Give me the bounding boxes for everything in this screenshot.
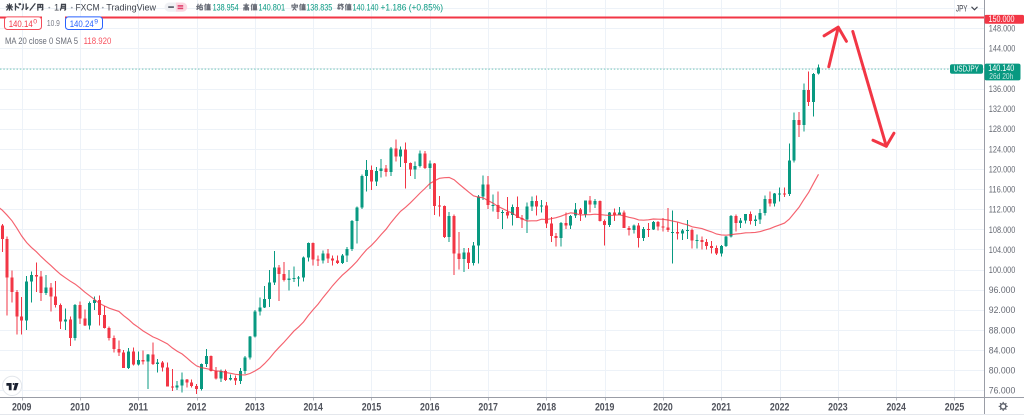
svg-text:2024: 2024 xyxy=(886,402,906,414)
svg-text:84.000: 84.000 xyxy=(989,346,1016,357)
svg-text:144.000: 144.000 xyxy=(989,44,1016,55)
svg-text:2022: 2022 xyxy=(770,402,790,414)
svg-text:10.9: 10.9 xyxy=(47,18,60,28)
svg-text:2013: 2013 xyxy=(245,402,265,414)
svg-text:2012: 2012 xyxy=(187,402,207,414)
svg-text:1: 1 xyxy=(54,3,59,13)
svg-text:112.000: 112.000 xyxy=(989,205,1016,216)
svg-text:JPY: JPY xyxy=(956,3,968,13)
svg-text:MA 20 close 0 SMA 5: MA 20 close 0 SMA 5 xyxy=(5,36,78,46)
svg-text:132.000: 132.000 xyxy=(989,104,1016,115)
svg-text:138.954: 138.954 xyxy=(213,3,239,13)
svg-text:+1.186 (+0.85%): +1.186 (+0.85%) xyxy=(381,3,444,13)
svg-text:120.000: 120.000 xyxy=(989,164,1016,175)
svg-text:80.000: 80.000 xyxy=(989,366,1016,377)
svg-text:2015: 2015 xyxy=(362,402,382,414)
svg-text:128.000: 128.000 xyxy=(989,124,1016,135)
svg-text:104.000: 104.000 xyxy=(989,245,1016,256)
svg-text:2021: 2021 xyxy=(712,402,732,414)
svg-text:92.000: 92.000 xyxy=(989,305,1016,316)
svg-text:2010: 2010 xyxy=(70,402,90,414)
svg-text:118.920: 118.920 xyxy=(84,36,112,46)
svg-text:FXCM: FXCM xyxy=(76,3,100,13)
svg-text:116.000: 116.000 xyxy=(989,185,1016,196)
svg-text:136.000: 136.000 xyxy=(989,84,1016,95)
svg-text:108.000: 108.000 xyxy=(989,225,1016,236)
svg-text:140.801: 140.801 xyxy=(258,3,285,13)
svg-text:138.835: 138.835 xyxy=(306,3,332,13)
svg-text:2011: 2011 xyxy=(129,402,149,414)
svg-text:124.000: 124.000 xyxy=(989,144,1016,155)
svg-text:2016: 2016 xyxy=(420,402,440,414)
svg-text:2018: 2018 xyxy=(537,402,557,414)
svg-text:9: 9 xyxy=(94,19,98,26)
svg-text:150.000: 150.000 xyxy=(989,14,1015,24)
svg-text:2019: 2019 xyxy=(595,402,615,414)
svg-text:2017: 2017 xyxy=(478,402,498,414)
svg-text:2009: 2009 xyxy=(12,402,32,414)
svg-text:96.000: 96.000 xyxy=(989,285,1016,296)
svg-text:140.24: 140.24 xyxy=(70,19,94,29)
svg-text:140.14: 140.14 xyxy=(9,19,33,29)
svg-text:140.140: 140.140 xyxy=(988,63,1014,73)
svg-text:TradingView: TradingView xyxy=(106,3,156,13)
svg-text:USDJPY: USDJPY xyxy=(954,64,980,74)
svg-text:26d 20h: 26d 20h xyxy=(989,71,1013,81)
svg-text:0: 0 xyxy=(33,19,37,26)
svg-text:76.000: 76.000 xyxy=(989,386,1016,397)
svg-text:100.000: 100.000 xyxy=(989,265,1016,276)
svg-text:2014: 2014 xyxy=(303,402,323,414)
svg-text:2023: 2023 xyxy=(828,402,848,414)
svg-text:88.000: 88.000 xyxy=(989,325,1016,336)
svg-text:148.000: 148.000 xyxy=(989,24,1016,35)
svg-text:2020: 2020 xyxy=(653,402,673,414)
svg-text:140.140: 140.140 xyxy=(353,3,379,13)
svg-text:2025: 2025 xyxy=(945,402,965,414)
